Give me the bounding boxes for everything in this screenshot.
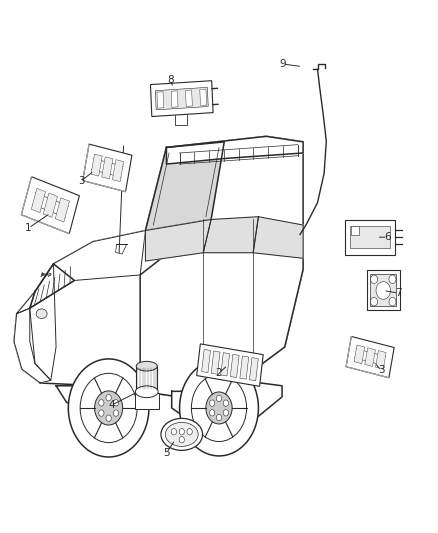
Ellipse shape bbox=[135, 386, 158, 398]
Circle shape bbox=[68, 359, 149, 457]
Circle shape bbox=[371, 297, 378, 306]
Text: 3: 3 bbox=[378, 366, 385, 375]
Polygon shape bbox=[370, 274, 396, 306]
Polygon shape bbox=[345, 220, 395, 254]
Polygon shape bbox=[55, 198, 70, 222]
Circle shape bbox=[179, 437, 184, 443]
Circle shape bbox=[376, 281, 390, 300]
Polygon shape bbox=[151, 80, 213, 117]
Polygon shape bbox=[203, 217, 258, 253]
Polygon shape bbox=[17, 231, 145, 314]
Polygon shape bbox=[375, 351, 386, 369]
Polygon shape bbox=[157, 92, 164, 108]
Polygon shape bbox=[351, 226, 359, 235]
Text: 2: 2 bbox=[215, 368, 223, 378]
Circle shape bbox=[206, 392, 232, 424]
Polygon shape bbox=[113, 159, 124, 182]
Text: 7: 7 bbox=[395, 288, 402, 298]
Text: 4: 4 bbox=[108, 400, 115, 410]
Polygon shape bbox=[83, 144, 132, 192]
Circle shape bbox=[371, 275, 378, 284]
Polygon shape bbox=[56, 386, 156, 416]
Polygon shape bbox=[186, 90, 192, 106]
Circle shape bbox=[106, 415, 111, 422]
Polygon shape bbox=[230, 354, 239, 377]
Text: 3: 3 bbox=[78, 176, 85, 186]
Polygon shape bbox=[155, 87, 208, 110]
Circle shape bbox=[95, 391, 123, 425]
Ellipse shape bbox=[165, 422, 198, 446]
Ellipse shape bbox=[136, 361, 157, 371]
Circle shape bbox=[209, 409, 215, 416]
Circle shape bbox=[80, 373, 137, 442]
Text: 6: 6 bbox=[384, 232, 391, 242]
Polygon shape bbox=[367, 271, 399, 310]
Circle shape bbox=[113, 400, 119, 406]
Polygon shape bbox=[200, 89, 207, 106]
Polygon shape bbox=[166, 136, 303, 164]
Text: 5: 5 bbox=[163, 448, 170, 458]
Polygon shape bbox=[30, 264, 56, 380]
Polygon shape bbox=[211, 351, 220, 374]
Circle shape bbox=[113, 410, 119, 416]
Polygon shape bbox=[197, 344, 263, 386]
Ellipse shape bbox=[36, 309, 47, 319]
Polygon shape bbox=[350, 226, 390, 248]
Polygon shape bbox=[145, 220, 211, 261]
Circle shape bbox=[209, 400, 215, 406]
Circle shape bbox=[180, 360, 258, 456]
Polygon shape bbox=[21, 177, 79, 233]
Circle shape bbox=[106, 394, 111, 401]
Polygon shape bbox=[346, 336, 394, 378]
Polygon shape bbox=[136, 367, 157, 390]
Circle shape bbox=[191, 374, 247, 441]
Circle shape bbox=[389, 297, 396, 306]
Text: 9: 9 bbox=[279, 59, 286, 69]
Circle shape bbox=[179, 429, 184, 435]
Polygon shape bbox=[145, 142, 224, 231]
Polygon shape bbox=[91, 154, 102, 176]
Polygon shape bbox=[43, 193, 57, 217]
Polygon shape bbox=[140, 220, 303, 397]
Polygon shape bbox=[249, 358, 258, 381]
Polygon shape bbox=[172, 380, 282, 425]
Polygon shape bbox=[135, 393, 159, 409]
Polygon shape bbox=[30, 264, 74, 308]
Polygon shape bbox=[102, 157, 113, 179]
Text: jeep: jeep bbox=[41, 272, 53, 277]
Circle shape bbox=[99, 410, 104, 416]
Polygon shape bbox=[201, 350, 211, 373]
Polygon shape bbox=[365, 348, 375, 366]
Polygon shape bbox=[31, 188, 46, 213]
Circle shape bbox=[216, 395, 222, 401]
Polygon shape bbox=[354, 345, 365, 364]
Text: 8: 8 bbox=[167, 75, 174, 85]
Polygon shape bbox=[14, 136, 303, 397]
Polygon shape bbox=[171, 91, 178, 107]
Polygon shape bbox=[221, 353, 230, 376]
Polygon shape bbox=[14, 308, 51, 383]
Circle shape bbox=[187, 429, 192, 435]
Circle shape bbox=[99, 400, 104, 406]
Circle shape bbox=[171, 429, 177, 435]
Circle shape bbox=[216, 414, 222, 421]
Circle shape bbox=[223, 409, 229, 416]
Text: 1: 1 bbox=[25, 223, 32, 233]
Circle shape bbox=[389, 275, 396, 284]
Ellipse shape bbox=[161, 418, 202, 450]
Polygon shape bbox=[240, 356, 249, 379]
Polygon shape bbox=[253, 217, 303, 259]
Circle shape bbox=[223, 400, 229, 406]
